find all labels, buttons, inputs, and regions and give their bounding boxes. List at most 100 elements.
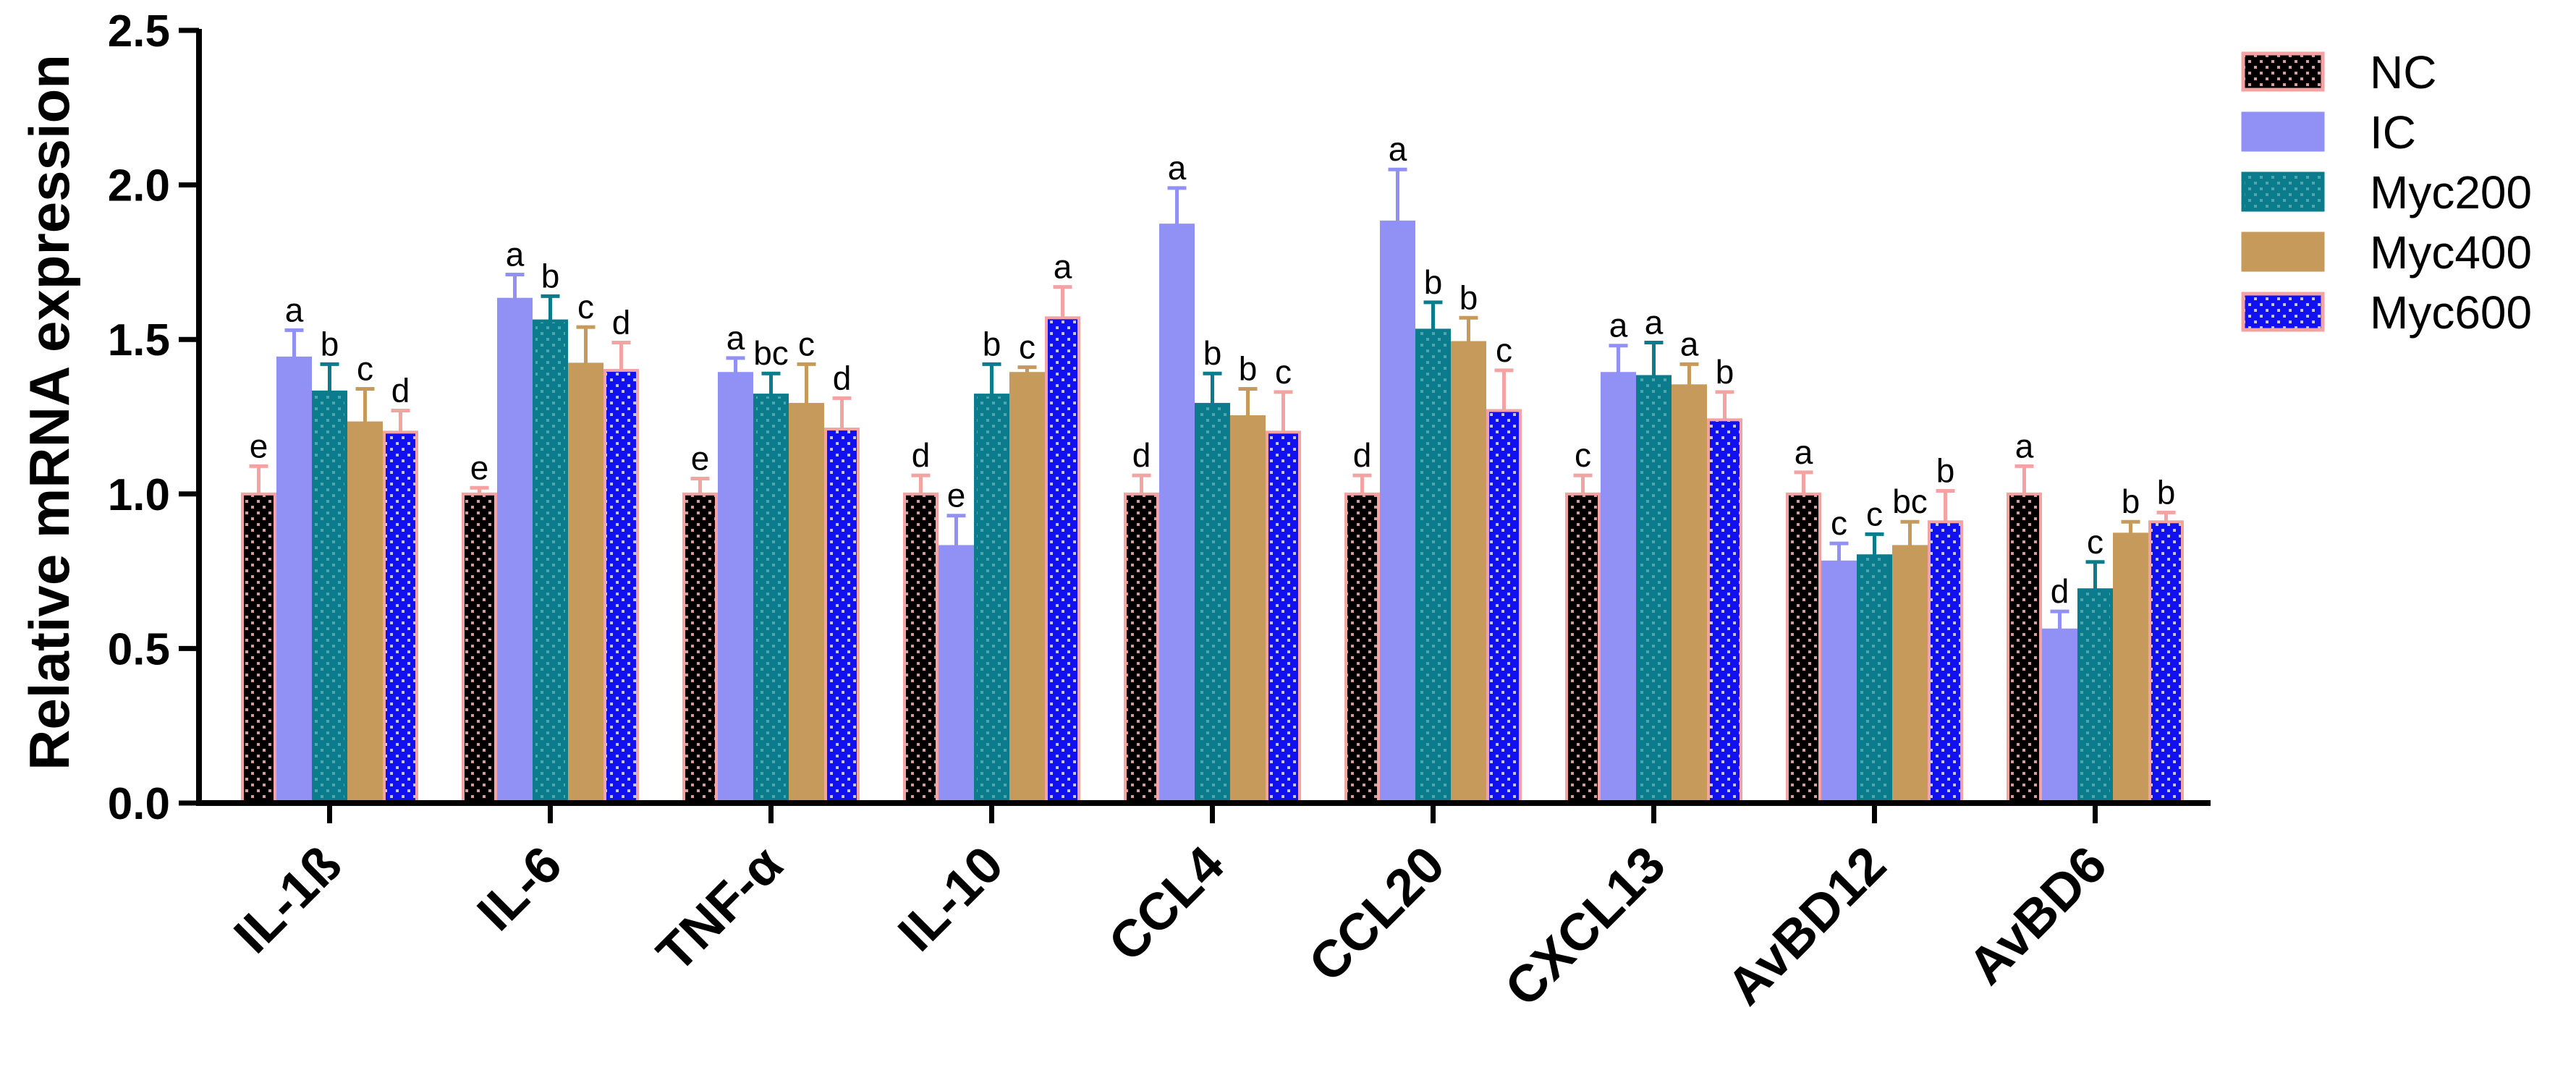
significance-label: b xyxy=(1936,452,1955,490)
bar-myc400-4 xyxy=(1230,415,1266,804)
bar-myc400-6 xyxy=(1672,384,1707,804)
significance-label: b xyxy=(2122,483,2140,520)
legend-swatch-myc600 xyxy=(2241,292,2325,332)
bar-myc200-0 xyxy=(312,390,347,804)
significance-label: a xyxy=(285,291,304,328)
bar-nc-6 xyxy=(1565,492,1601,804)
significance-label: a xyxy=(1389,130,1407,168)
bar-nc-5 xyxy=(1344,492,1380,804)
bar-myc600-2 xyxy=(824,428,860,804)
significance-label: bc xyxy=(1892,483,1928,520)
y-tick-label: 2.0 xyxy=(108,161,170,211)
bar-nc-1 xyxy=(462,492,497,804)
significance-label: a xyxy=(2015,427,2034,464)
significance-label: b xyxy=(1716,353,1734,391)
significance-label: d xyxy=(612,303,631,341)
bar-myc600-0 xyxy=(383,430,418,804)
bar-ic-2 xyxy=(718,372,753,804)
significance-label: c xyxy=(1275,353,1292,391)
bar-myc200-2 xyxy=(753,394,789,804)
bar-nc-7 xyxy=(1786,492,1821,804)
bar-myc600-7 xyxy=(1928,520,1963,804)
significance-label: c xyxy=(1866,495,1883,532)
significance-label: d xyxy=(1132,436,1151,474)
significance-label: d xyxy=(912,436,931,474)
significance-label: a xyxy=(506,235,525,273)
significance-label: a xyxy=(1054,248,1072,286)
bar-myc600-8 xyxy=(2148,520,2184,804)
bar-myc200-8 xyxy=(2077,588,2113,804)
significance-label: bc xyxy=(753,334,789,372)
significance-label: e xyxy=(691,439,710,477)
bar-myc400-2 xyxy=(789,402,824,804)
significance-label: a xyxy=(726,319,745,357)
significance-label: a xyxy=(1680,325,1699,362)
bar-myc400-3 xyxy=(1009,372,1045,804)
significance-label: c xyxy=(1019,328,1035,366)
x-tick-label: AvBD12 xyxy=(1716,836,1897,1016)
bar-ic-6 xyxy=(1601,372,1636,804)
bar-ic-7 xyxy=(1821,560,1857,804)
y-tick-label: 1.0 xyxy=(108,470,170,520)
bar-nc-8 xyxy=(2007,492,2042,804)
significance-label: a xyxy=(1168,149,1187,187)
bar-myc400-0 xyxy=(347,421,383,804)
significance-label: d xyxy=(1353,436,1372,474)
bar-myc400-5 xyxy=(1451,341,1486,804)
legend-swatch-ic xyxy=(2241,111,2325,152)
significance-label: c xyxy=(1575,436,1591,474)
significance-label: d xyxy=(2051,572,2069,610)
significance-label: b xyxy=(541,257,560,294)
bar-ic-0 xyxy=(276,356,312,805)
bar-nc-4 xyxy=(1124,492,1159,804)
x-tick-label: IL-10 xyxy=(887,836,1014,962)
legend-label-myc400: Myc400 xyxy=(2370,226,2532,279)
bar-nc-2 xyxy=(682,492,718,804)
bar-ic-3 xyxy=(939,545,974,804)
bar-myc600-6 xyxy=(1707,418,1742,804)
x-tick-label: CCL20 xyxy=(1298,836,1456,993)
bar-myc400-7 xyxy=(1892,545,1928,804)
y-axis-title: Relative mRNA expression xyxy=(17,54,81,770)
significance-label: e xyxy=(947,477,966,514)
y-tick-label: 0.0 xyxy=(108,779,170,829)
bar-nc-3 xyxy=(903,492,939,804)
x-tick-label: IL-1ß xyxy=(224,836,352,964)
bar-myc400-8 xyxy=(2113,532,2148,804)
x-tick-label: TNF-α xyxy=(646,836,794,983)
legend-label-myc200: Myc200 xyxy=(2370,166,2532,218)
significance-label: b xyxy=(983,325,1001,362)
bar-ic-4 xyxy=(1159,224,1195,804)
x-tick-label: IL-6 xyxy=(467,836,573,942)
significance-label: b xyxy=(1424,263,1443,301)
bar-myc200-6 xyxy=(1636,375,1672,804)
bar-myc200-5 xyxy=(1415,328,1451,805)
bar-myc200-3 xyxy=(974,394,1009,804)
significance-label: c xyxy=(798,325,815,362)
legend-swatch-myc400 xyxy=(2241,232,2325,272)
bar-nc-0 xyxy=(241,492,276,804)
significance-label: c xyxy=(2087,523,2103,561)
significance-label: b xyxy=(321,325,339,362)
legend: NC IC Myc200 Myc400 Myc600 xyxy=(2241,46,2532,339)
bar-myc400-1 xyxy=(568,362,603,805)
significance-label: d xyxy=(833,359,852,396)
bar-ic-8 xyxy=(2042,628,2077,804)
significance-label: d xyxy=(391,371,410,409)
significance-label: b xyxy=(2157,473,2176,511)
bar-myc600-4 xyxy=(1266,430,1301,804)
significance-label: c xyxy=(357,350,373,388)
significance-label: c xyxy=(1496,331,1512,369)
legend-swatch-myc200 xyxy=(2241,171,2325,212)
significance-label: c xyxy=(1831,504,1847,542)
bar-ic-5 xyxy=(1380,220,1415,804)
significance-label: e xyxy=(250,427,268,464)
significance-label: a xyxy=(1795,433,1813,471)
bar-ic-1 xyxy=(497,297,533,804)
bar-myc600-5 xyxy=(1486,409,1522,804)
legend-label-ic: IC xyxy=(2370,106,2416,158)
y-tick-label: 0.5 xyxy=(108,624,170,674)
significance-label: a xyxy=(1609,307,1628,344)
legend-label-myc600: Myc600 xyxy=(2370,286,2532,339)
bar-myc200-7 xyxy=(1857,554,1892,804)
